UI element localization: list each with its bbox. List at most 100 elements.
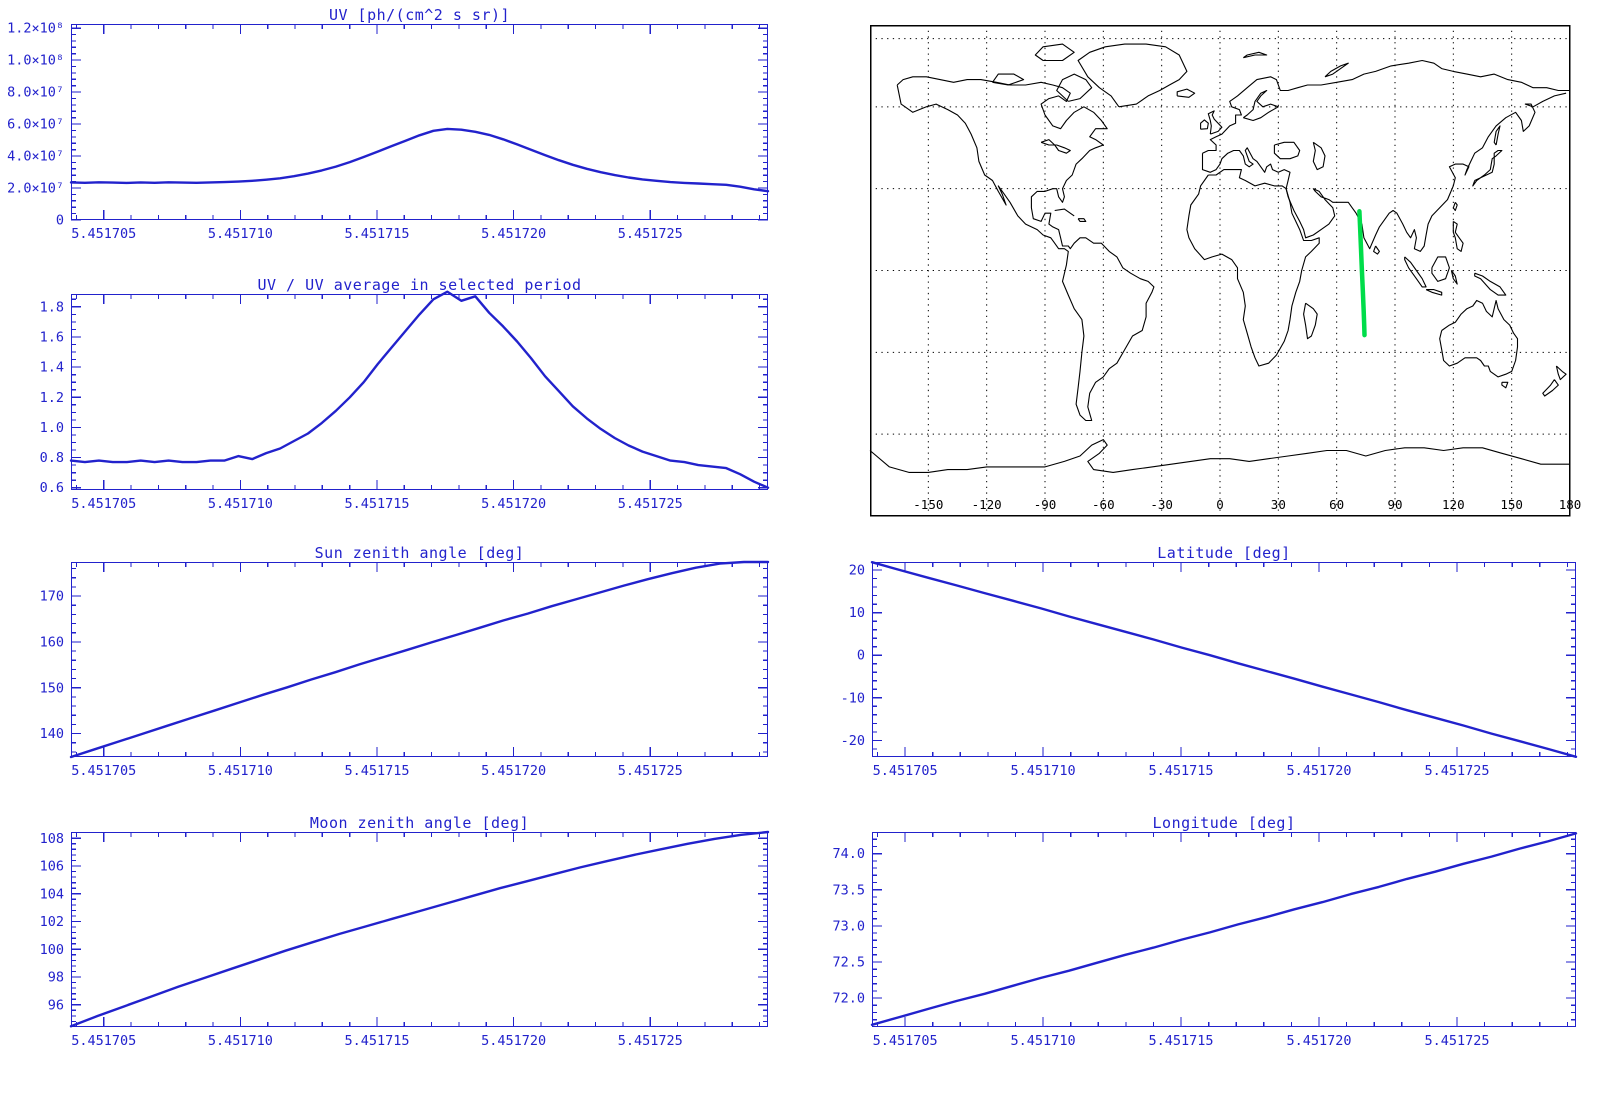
x-tick-label: 5.451710	[208, 226, 273, 242]
x-tick-label: 5.451720	[1287, 763, 1352, 779]
data-series-line	[69, 830, 770, 1028]
map-lon-label: 30	[1271, 497, 1286, 512]
x-tick-label: 5.451715	[1149, 763, 1214, 779]
x-tick-label: 5.451720	[481, 226, 546, 242]
y-tick-label: 72.5	[832, 955, 865, 971]
uv-ratio-plot-title: UV / UV average in selected period	[257, 276, 582, 294]
coastline-eurasia_arctic	[1202, 59, 1570, 154]
coastline-ellesmere	[1034, 43, 1075, 62]
coastline-black_sea	[1273, 141, 1301, 160]
coastline-great_lakes	[1040, 139, 1071, 154]
y-tick-label: 0.8	[40, 450, 64, 466]
y-tick-label: -10	[841, 690, 865, 706]
coastline-novaya_zemlya	[1324, 62, 1349, 78]
coastline-nz_south	[1542, 379, 1559, 397]
y-tick-label: 6.0×10⁷	[7, 117, 64, 133]
x-tick-label: 5.451715	[344, 496, 409, 512]
map-lon-label: 0	[1216, 497, 1224, 512]
coastline-great_britain	[1207, 110, 1223, 135]
y-tick-label: 73.0	[832, 918, 865, 934]
y-tick-label: 102	[40, 914, 64, 930]
coastline-ireland	[1200, 119, 1209, 130]
x-tick-label: 5.451710	[208, 763, 273, 779]
x-tick-label: 5.451725	[618, 226, 683, 242]
map-lon-label: 180	[1559, 497, 1582, 512]
map-border	[869, 24, 1571, 517]
y-tick-label: 170	[40, 589, 64, 605]
map-lon-label: 120	[1442, 497, 1465, 512]
data-series-line	[69, 560, 770, 759]
x-tick-label: 5.451715	[1149, 1033, 1214, 1049]
y-tick-label: 1.8	[40, 299, 64, 315]
latitude-plot: 5.451705 5.451710 5.451715 5.451720 5.451725…	[841, 561, 1578, 779]
x-tick-label: 5.451720	[481, 496, 546, 512]
coastline-madagascar	[1303, 302, 1318, 340]
y-tick-label: 1.0×10⁸	[7, 53, 64, 69]
coastline-sumatra	[1404, 256, 1427, 288]
y-tick-label: 2.0×10⁷	[7, 181, 64, 197]
plot-border	[70, 23, 769, 221]
coastline-sulawesi	[1450, 270, 1458, 285]
plot-border	[70, 831, 769, 1028]
plot-border	[70, 293, 769, 491]
y-tick-label: 1.2	[40, 390, 64, 406]
y-tick-label: 1.6	[40, 329, 64, 345]
y-tick-label: 0	[857, 648, 865, 664]
plot-border	[70, 561, 769, 758]
y-tick-label: 74.0	[832, 846, 865, 862]
y-tick-label: 73.5	[832, 882, 865, 898]
x-tick-label: 5.451725	[618, 496, 683, 512]
x-tick-label: 5.451705	[873, 763, 938, 779]
coastline-japan	[1472, 149, 1503, 187]
y-tick-label: 1.4	[40, 360, 64, 376]
x-tick-label: 5.451720	[481, 1033, 546, 1049]
y-tick-label: 100	[40, 942, 64, 958]
coastline-borneo	[1431, 256, 1450, 282]
coastline-java	[1425, 289, 1443, 296]
y-tick-label: 0.6	[40, 480, 64, 496]
sun-zenith-plot: 5.451705 5.451710 5.451715 5.451720 5.451725…	[40, 560, 770, 779]
x-tick-label: 5.451725	[618, 1033, 683, 1049]
data-series-line	[870, 561, 1578, 759]
x-tick-label: 5.451720	[481, 763, 546, 779]
x-tick-label: 5.451725	[618, 763, 683, 779]
map-lon-label: 90	[1387, 497, 1402, 512]
map-lon-label: -90	[1034, 497, 1057, 512]
x-tick-label: 5.451710	[1011, 1033, 1076, 1049]
map-lon-label: 60	[1329, 497, 1344, 512]
y-tick-label: 140	[40, 726, 64, 742]
x-tick-label: 5.451705	[71, 226, 136, 242]
coastline-sakhalin	[1493, 125, 1501, 146]
data-series-line	[69, 127, 770, 193]
data-series-line	[69, 290, 770, 489]
x-tick-label: 5.451720	[1287, 1033, 1352, 1049]
y-tick-label: 1.0	[40, 420, 64, 436]
y-tick-label: 96	[48, 997, 64, 1013]
longitude-plot: 5.451705 5.451710 5.451715 5.451720 5.451725…	[832, 831, 1578, 1049]
plot-border	[871, 831, 1577, 1028]
x-tick-label: 5.451725	[1425, 1033, 1490, 1049]
longitude-plot-title: Longitude [deg]	[1152, 814, 1296, 832]
moon-zenith-plot-title: Moon zenith angle [deg]	[309, 814, 530, 832]
x-tick-label: 5.451705	[71, 1033, 136, 1049]
y-tick-label: 72.0	[832, 991, 865, 1007]
x-tick-label: 5.451715	[344, 226, 409, 242]
coastline-hispaniola	[1077, 218, 1087, 222]
y-tick-label: 0	[56, 213, 64, 229]
coastline-greenland	[1077, 43, 1188, 108]
x-tick-label: 5.451705	[71, 496, 136, 512]
uv-flux-plot: 5.451705 5.451710 5.451715 5.451720 5.451725…	[7, 21, 770, 242]
x-tick-label: 5.451705	[71, 763, 136, 779]
x-tick-label: 5.451710	[208, 496, 273, 512]
coastline-taiwan	[1452, 201, 1458, 212]
latitude-plot-title: Latitude [deg]	[1157, 544, 1291, 562]
coastline-australia	[1439, 299, 1519, 378]
map-lon-label: -120	[972, 497, 1002, 512]
coastline-new_guinea	[1474, 272, 1507, 296]
uv-flux-plot-title: UV [ph/(cm^2 s sr)]	[328, 6, 511, 24]
y-tick-label: 150	[40, 680, 64, 696]
coastline-baffin	[1056, 73, 1093, 102]
coastline-americas	[896, 76, 1155, 422]
plot-border	[871, 561, 1577, 758]
map-lon-label: 150	[1500, 497, 1523, 512]
